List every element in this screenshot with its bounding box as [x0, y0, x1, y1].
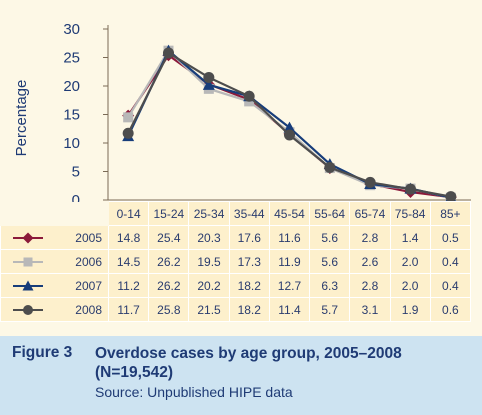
table-cell: 5.6 [309, 249, 351, 274]
data-point-square [123, 112, 134, 123]
data-table: 0-14 15-24 25-34 35-44 45-54 55-64 65-74 75-84 8… [0, 201, 472, 322]
data-point-triangle [22, 280, 34, 291]
data-point-triangle [202, 78, 215, 90]
table-cell: 2.8 [349, 273, 391, 298]
table-cell: 2.8 [349, 225, 391, 250]
table-cell: 25.4 [148, 225, 190, 250]
category-label: 0-14 [107, 201, 150, 226]
category-label: 65-74 [349, 201, 391, 226]
category-label: 15-24 [148, 201, 190, 226]
table-cell: 18.2 [228, 273, 270, 298]
data-point-circle [445, 191, 457, 203]
table-cell: 26.2 [148, 249, 190, 274]
caption-box: Figure 3 Overdose cases by age group, 20… [0, 336, 482, 415]
legend-label: 2007 [75, 278, 102, 293]
table-cell: 6.3 [309, 273, 351, 298]
table-cell: 11.6 [268, 225, 311, 250]
legend-entry: 2007 [0, 273, 109, 298]
y-tick-label: 20 [63, 78, 80, 95]
legend-label: 2008 [75, 302, 102, 317]
table-corner [0, 201, 109, 226]
y-tick-label: 10 [63, 135, 80, 152]
legend-marker [22, 232, 34, 244]
table-row: 2006 14.5 26.2 19.5 17.3 11.9 5.6 2.6 2.0 0.4 [0, 249, 472, 274]
series-2007 [122, 44, 457, 203]
table-cell: 5.6 [309, 225, 351, 250]
table-cell: 21.5 [188, 297, 230, 322]
table-cell: 19.5 [188, 249, 230, 274]
table-cell: 3.1 [349, 297, 391, 322]
table-cell: 14.5 [107, 249, 150, 274]
line-chart: Percentage 0 5 10 15 20 25 30 [13, 21, 471, 205]
table-cell: 2.0 [389, 273, 431, 298]
table-cell: 17.6 [228, 225, 270, 250]
y-tick-label: 25 [63, 50, 80, 67]
y-tick-labels: 0 5 10 15 20 25 30 [63, 21, 108, 205]
category-label: 25-34 [188, 201, 230, 226]
category-label: 55-64 [309, 201, 351, 226]
table-cell: 0.5 [429, 225, 472, 250]
table-cell: 14.8 [107, 225, 150, 250]
table-cell: 12.7 [268, 273, 311, 298]
data-point-circle [203, 71, 215, 83]
table-cell: 2.0 [389, 249, 431, 274]
y-tick-label: 5 [72, 164, 80, 181]
table-row: 2007 11.2 26.2 20.2 18.2 12.7 6.3 2.8 2.0 0.4 [0, 273, 472, 298]
table-cell: 25.8 [148, 297, 190, 322]
legend-entry: 2006 [0, 249, 109, 274]
table-row: 2008 11.7 25.8 21.5 18.2 11.4 5.7 3.1 1.9 0.6 [0, 297, 472, 322]
table-cell: 1.9 [389, 297, 431, 322]
y-tick-label: 0 [72, 192, 80, 205]
data-point-circle [122, 127, 134, 139]
data-point-circle [243, 90, 255, 102]
table-cell: 11.2 [107, 273, 150, 298]
table-cell: 18.2 [228, 297, 270, 322]
table-cell: 0.6 [429, 297, 472, 322]
legend-label: 2005 [75, 230, 102, 245]
table-cell: 20.2 [188, 273, 230, 298]
data-point-circle [284, 129, 295, 141]
y-tick-label: 15 [63, 107, 80, 124]
data-point-diamond [22, 232, 34, 244]
table-cell: 11.4 [268, 297, 311, 322]
category-label: 85+ [429, 201, 472, 226]
category-label: 45-54 [268, 201, 311, 226]
data-point-circle [364, 176, 376, 188]
figure-title: Overdose cases by age group, 2005–2008 (… [95, 345, 402, 381]
data-point-square [23, 257, 33, 267]
table-cell: 11.9 [268, 249, 311, 274]
data-point-triangle [283, 121, 296, 133]
series-2008 [122, 47, 457, 203]
table-row: 2005 14.8 25.4 20.3 17.6 11.6 5.6 2.8 1.4 0.5 [0, 225, 472, 250]
table-cell: 0.4 [429, 249, 472, 274]
legend-marker [22, 280, 34, 291]
legend-label: 2006 [75, 254, 102, 269]
legend-marker [23, 257, 33, 267]
table-cell: 0.4 [429, 273, 472, 298]
table-cell: 2.6 [349, 249, 391, 274]
table-header-row: 0-14 15-24 25-34 35-44 45-54 55-64 65-74 75-84 8… [0, 201, 472, 226]
axes [107, 25, 471, 201]
data-point-circle [23, 305, 33, 315]
table-cell: 26.2 [148, 273, 190, 298]
table-cell: 11.7 [107, 297, 150, 322]
data-point-circle [163, 47, 174, 59]
figure-label: Figure 3 [12, 344, 73, 361]
y-axis-label: Percentage [13, 80, 30, 157]
table-cell: 1.4 [389, 225, 431, 250]
category-label: 75-84 [389, 201, 431, 226]
legend-entry: 2008 [0, 297, 109, 322]
figure-source: Source: Unpublished HIPE data [95, 384, 293, 400]
table-cell: 20.3 [188, 225, 230, 250]
legend-entry: 2005 [0, 225, 109, 250]
data-point-circle [405, 183, 416, 195]
table-cell: 5.7 [309, 297, 351, 322]
table-cell: 17.3 [228, 249, 270, 274]
data-point-circle [324, 162, 336, 174]
legend-marker [23, 305, 33, 315]
category-label: 35-44 [228, 201, 270, 226]
series-layer [122, 44, 457, 204]
y-tick-label: 30 [63, 21, 80, 38]
